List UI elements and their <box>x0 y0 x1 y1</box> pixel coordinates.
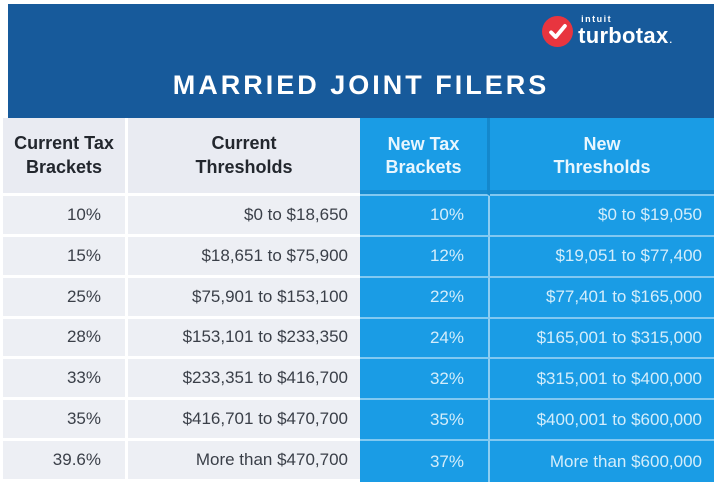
new-threshold-cell: $400,001 to $600,000 <box>490 400 714 442</box>
new-threshold-cell: $0 to $19,050 <box>490 196 714 237</box>
current-bracket-cell: 33% <box>3 359 128 401</box>
current-threshold-cell: $75,901 to $153,100 <box>128 277 360 319</box>
current-threshold-cell: $18,651 to $75,900 <box>128 236 360 278</box>
product-wordmark-line: turbotax . <box>578 25 672 47</box>
turbotax-check-icon <box>542 15 574 47</box>
column-header-current-tax-brackets: Current Tax Brackets <box>3 118 128 196</box>
new-bracket-cell: 22% <box>360 277 490 319</box>
current-threshold-cell: $153,101 to $233,350 <box>128 318 360 360</box>
new-bracket-cell: 35% <box>360 400 490 442</box>
new-threshold-cell: $19,051 to $77,400 <box>490 236 714 278</box>
column-header-current-thresholds: Current Thresholds <box>128 118 360 196</box>
column-header-label: Current Tax Brackets <box>14 133 114 177</box>
column-header-label: New Tax Brackets <box>385 133 462 177</box>
header-banner: intuit turbotax . MARRIED JOINT FILERS <box>8 4 714 118</box>
current-bracket-cell: 25% <box>3 277 128 319</box>
current-bracket-cell: 15% <box>3 236 128 278</box>
current-bracket-cell: 39.6% <box>3 441 128 482</box>
column-header-new-thresholds: New Thresholds <box>490 118 714 196</box>
current-threshold-cell: $416,701 to $470,700 <box>128 400 360 442</box>
trademark-dot: . <box>669 35 672 45</box>
current-bracket-cell: 35% <box>3 400 128 442</box>
turbotax-logo: intuit turbotax . <box>542 15 672 47</box>
page-title: MARRIED JOINT FILERS <box>172 70 550 100</box>
new-bracket-cell: 10% <box>360 196 490 237</box>
new-bracket-cell: 37% <box>360 441 490 482</box>
tax-brackets-table: Current Tax Brackets Current Thresholds … <box>3 118 714 482</box>
current-bracket-cell: 10% <box>3 196 128 237</box>
column-header-label: New Thresholds <box>553 133 651 177</box>
turbotax-wordmark: turbotax <box>578 23 669 48</box>
new-threshold-cell: $165,001 to $315,000 <box>490 318 714 360</box>
column-header-label: Current Thresholds <box>195 133 293 177</box>
new-threshold-cell: $77,401 to $165,000 <box>490 277 714 319</box>
current-threshold-cell: More than $470,700 <box>128 441 360 482</box>
current-threshold-cell: $0 to $18,650 <box>128 196 360 237</box>
logo-wordmarks: intuit turbotax . <box>578 15 672 47</box>
current-bracket-cell: 28% <box>3 318 128 360</box>
new-threshold-cell: More than $600,000 <box>490 441 714 482</box>
current-threshold-cell: $233,351 to $416,700 <box>128 359 360 401</box>
new-bracket-cell: 32% <box>360 359 490 401</box>
new-threshold-cell: $315,001 to $400,000 <box>490 359 714 401</box>
new-bracket-cell: 12% <box>360 236 490 278</box>
column-header-new-tax-brackets: New Tax Brackets <box>360 118 490 196</box>
new-bracket-cell: 24% <box>360 318 490 360</box>
intuit-wordmark: intuit <box>581 14 613 24</box>
